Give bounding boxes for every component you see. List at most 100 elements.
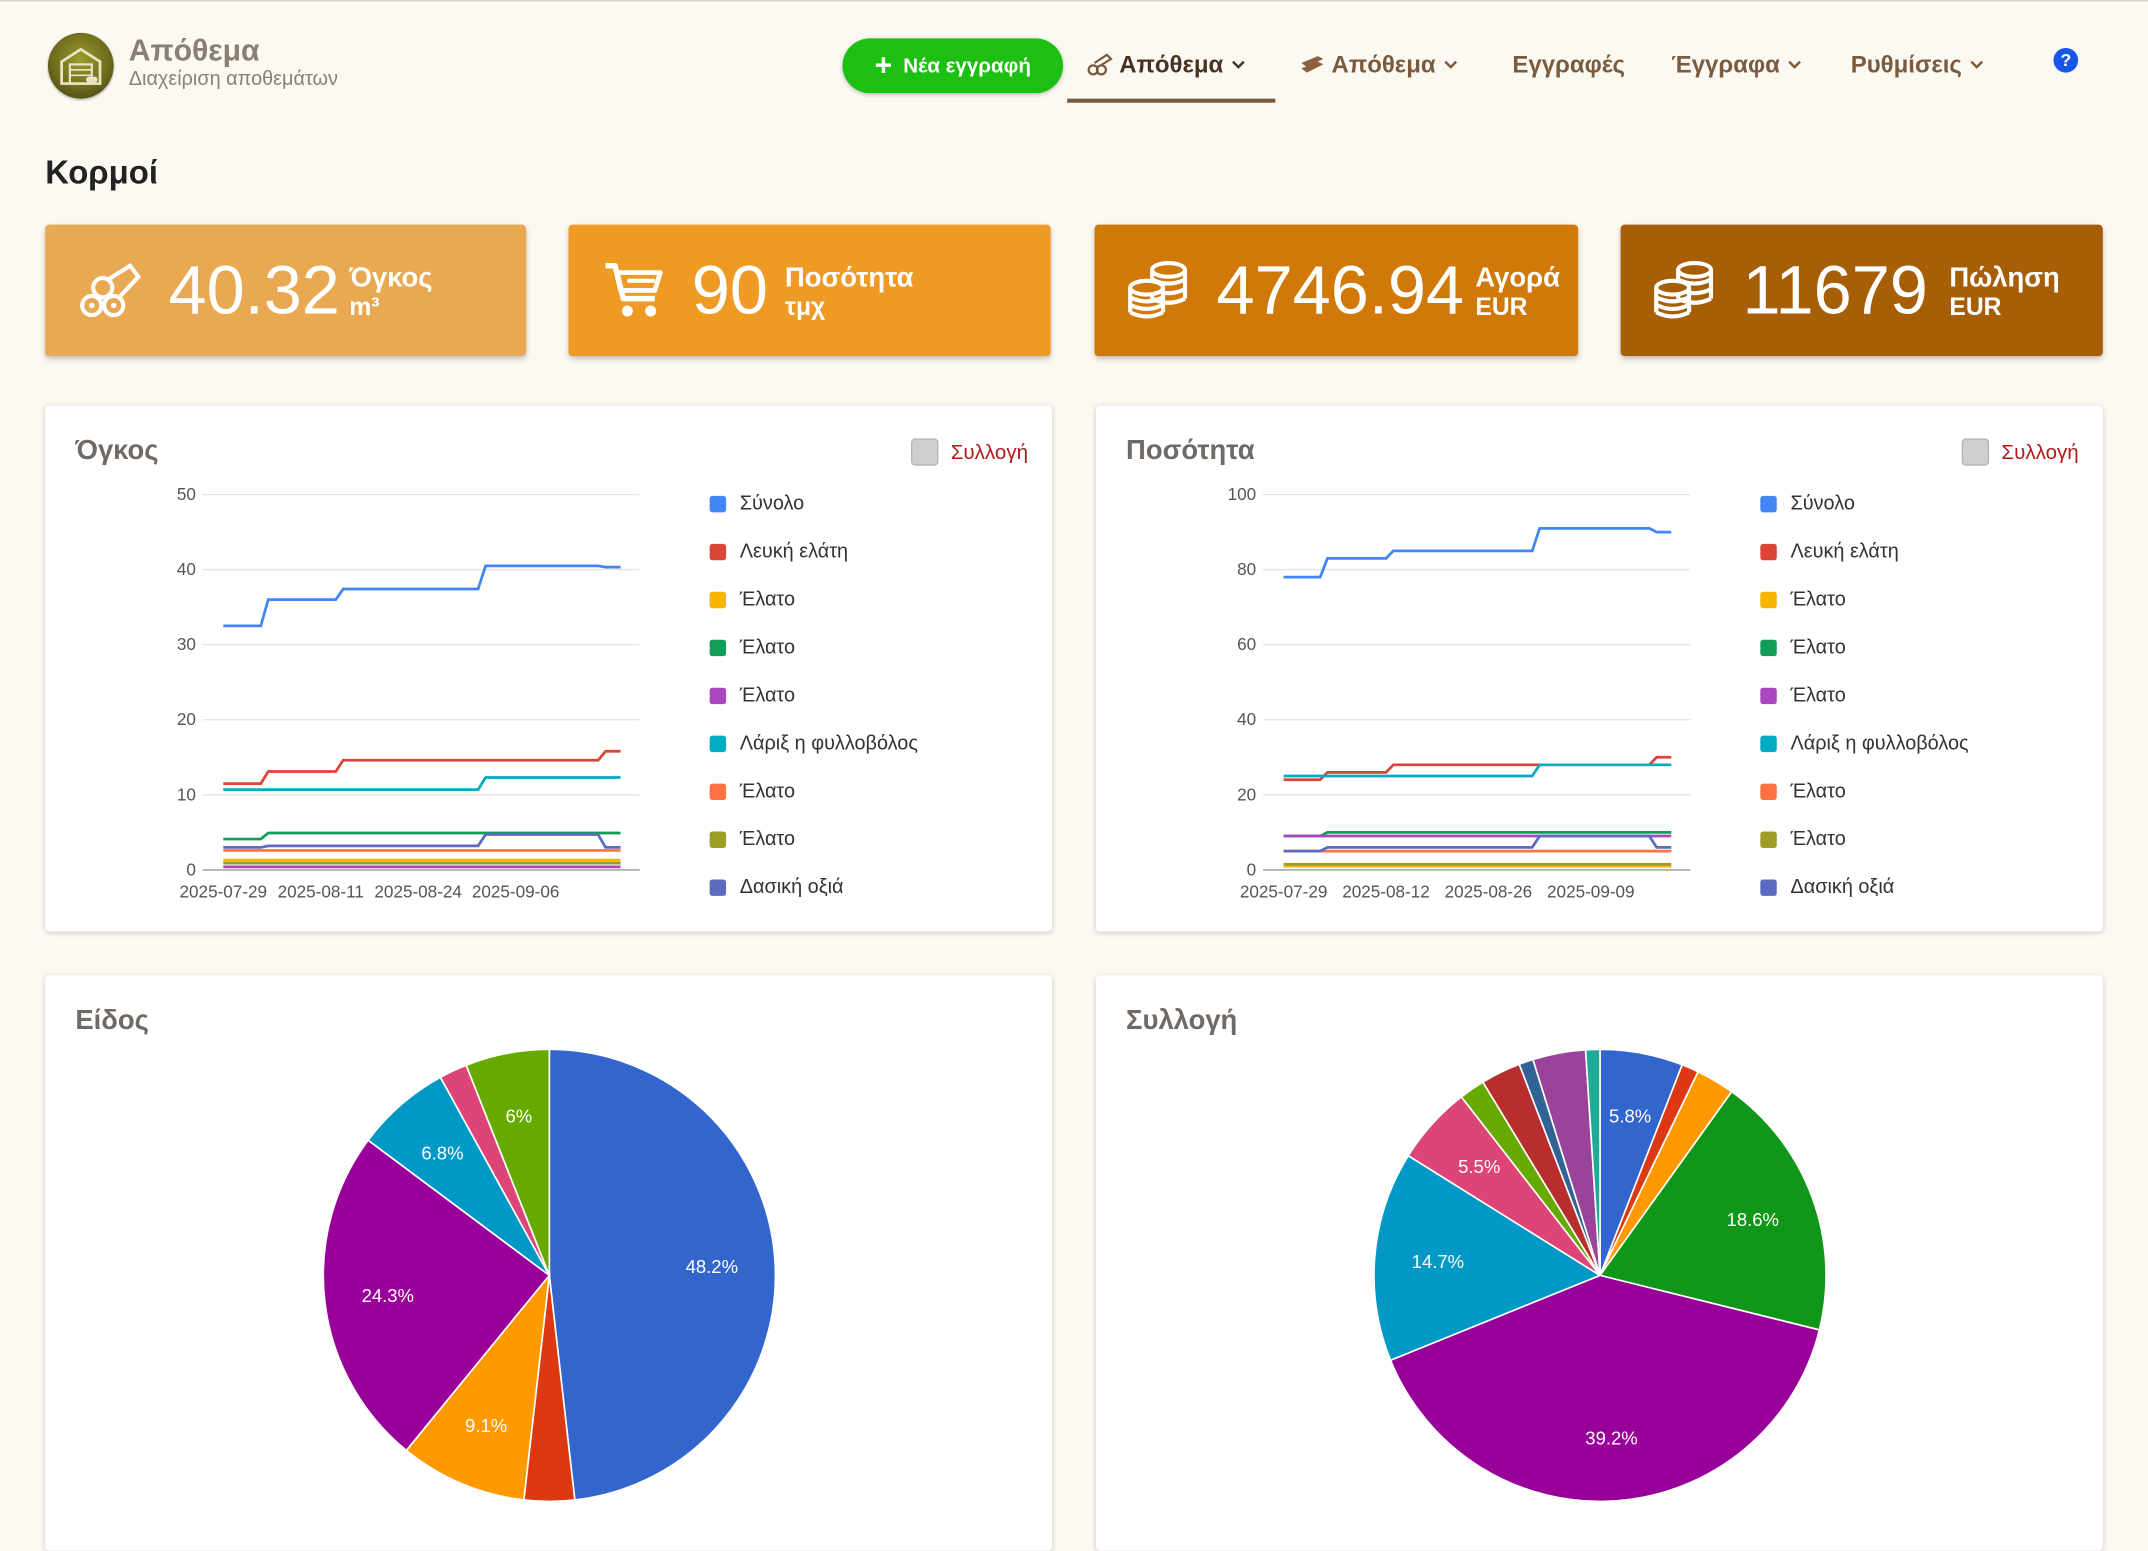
- plus-icon: +: [874, 47, 893, 83]
- species-pie-chart: 48.2% 9.1% 24.3% 6.8% 6%: [322, 1048, 777, 1503]
- pie-slice-label: 18.6%: [1727, 1209, 1779, 1230]
- page-title: Κορμοί: [45, 154, 158, 192]
- volume-stat-card: 40.32 Όγκος m³: [45, 224, 527, 357]
- legend-swatch: [1760, 495, 1777, 513]
- legend-item[interactable]: Σύνολο: [709, 493, 804, 515]
- volume-label: Όγκος: [349, 263, 433, 294]
- legend-item[interactable]: Λευκή ελάτη: [1760, 541, 1899, 564]
- legend-item[interactable]: Έλατο: [709, 637, 795, 659]
- pie-slice[interactable]: [322, 1139, 551, 1452]
- app-logo[interactable]: [47, 32, 114, 99]
- legend-item[interactable]: Έλατο: [709, 780, 796, 803]
- pie-slice-label: 39.2%: [1585, 1428, 1637, 1449]
- collection-checkbox[interactable]: [1961, 438, 1990, 466]
- collection-toggle[interactable]: Συλλογή: [1961, 438, 2079, 466]
- chart-title: Όγκος: [75, 435, 159, 466]
- legend-swatch: [709, 879, 727, 896]
- legend-swatch: [1760, 783, 1777, 801]
- nav-active-indicator: [1067, 98, 1276, 103]
- legend-item[interactable]: Έλατο: [1760, 589, 1846, 611]
- y-tick-label: 60: [1237, 635, 1256, 654]
- legend-swatch: [1760, 735, 1777, 753]
- legend-label: Έλατο: [739, 780, 796, 803]
- legend-label: Έλατο: [739, 589, 796, 611]
- logs-icon: [80, 263, 142, 318]
- legend-label: Λευκή ελάτη: [739, 541, 849, 564]
- pie-slice[interactable]: [1389, 1274, 1821, 1503]
- coins-icon: [1654, 260, 1714, 319]
- legend-label: Λάριξ η φυλλοβόλος: [1790, 732, 1969, 755]
- species-pie-panel: Είδος 48.2% 9.1% 24.3% 6.8% 6%: [45, 975, 1053, 1551]
- legend-label: Δασική οξιά: [1790, 876, 1895, 899]
- collection-checkbox[interactable]: [910, 438, 939, 466]
- legend-label: Έλατο: [1790, 828, 1846, 851]
- pie-slice[interactable]: [1584, 1048, 1601, 1276]
- purchase-label: Αγορά: [1475, 263, 1560, 294]
- legend-item[interactable]: Λευκή ελάτη: [709, 541, 849, 564]
- pie-slice-label: 48.2%: [686, 1256, 738, 1277]
- purchase-unit: EUR: [1475, 293, 1528, 321]
- nav-stock-lumber[interactable]: Απόθεμα: [1299, 45, 1458, 83]
- legend-item[interactable]: Έλατο: [709, 829, 795, 851]
- legend-swatch: [1760, 591, 1777, 609]
- pie-slice[interactable]: [405, 1272, 551, 1501]
- legend-item[interactable]: Έλατο: [1760, 685, 1846, 707]
- x-tick-label: 2025-07-29: [1240, 882, 1328, 901]
- legend-item[interactable]: Δασική οξιά: [1760, 877, 1894, 899]
- legend-item[interactable]: Σύνολο: [1760, 493, 1855, 515]
- pie-slice-label: 24.3%: [362, 1285, 414, 1306]
- legend-swatch: [709, 543, 727, 561]
- x-tick-label: 2025-08-12: [1342, 882, 1430, 901]
- chevron-down-icon: [1970, 60, 1984, 69]
- legend-item[interactable]: Έλατο: [709, 589, 796, 611]
- purchase-value: 4746.94: [1216, 252, 1465, 329]
- warehouse-icon: [60, 47, 102, 85]
- pie-slice[interactable]: [1373, 1154, 1602, 1362]
- legend-swatch: [709, 495, 727, 513]
- series-line: [1283, 527, 1672, 579]
- legend-item[interactable]: Έλατο: [1760, 637, 1846, 659]
- collection-label: Συλλογή: [2001, 440, 2079, 464]
- collection-label: Συλλογή: [950, 440, 1029, 464]
- pie-slice[interactable]: [465, 1048, 551, 1276]
- quantity-unit: τμχ: [784, 293, 826, 321]
- y-tick-label: 10: [177, 785, 196, 804]
- chevron-down-icon: [1231, 60, 1245, 69]
- volume-value: 40.32: [168, 252, 340, 329]
- legend-item[interactable]: Λάριξ η φυλλοβόλος: [709, 732, 918, 755]
- pie-slice[interactable]: [1598, 1090, 1827, 1331]
- legend-item[interactable]: Λάριξ η φυλλοβόλος: [1760, 732, 1969, 755]
- y-tick-label: 40: [1237, 710, 1256, 729]
- new-entry-button[interactable]: + Νέα εγγραφή: [842, 38, 1064, 94]
- volume-line-chart: 0 10 20 30 40 50 2025-07-29 2025-08-11 2025-08-2…: [177, 485, 640, 901]
- legend-label: Σύνολο: [1790, 493, 1855, 516]
- series-line: [1283, 834, 1672, 853]
- y-tick-label: 30: [177, 635, 196, 654]
- x-tick-label: 2025-09-06: [472, 882, 560, 901]
- legend-swatch: [709, 831, 727, 848]
- legend-label: Λάριξ η φυλλοβόλος: [739, 732, 918, 755]
- legend-swatch: [709, 687, 727, 705]
- collection-toggle[interactable]: Συλλογή: [910, 438, 1029, 466]
- nav-settings[interactable]: Ρυθμίσεις: [1851, 45, 1984, 83]
- pie-slice[interactable]: [548, 1048, 777, 1501]
- new-entry-label: Νέα εγγραφή: [903, 54, 1031, 78]
- legend-item[interactable]: Δασική οξιά: [709, 877, 844, 899]
- sale-unit: EUR: [1949, 293, 2002, 321]
- legend-item[interactable]: Έλατο: [1760, 828, 1846, 851]
- chevron-down-icon: [1444, 60, 1458, 69]
- nav-entries[interactable]: Εγγραφές: [1512, 45, 1625, 83]
- legend-swatch: [1760, 687, 1777, 705]
- nav-documents[interactable]: Έγγραφα: [1671, 45, 1802, 83]
- pie-slice-label: 5.8%: [1609, 1105, 1651, 1126]
- help-icon[interactable]: ?: [2053, 47, 2079, 73]
- legend-item[interactable]: Έλατο: [1760, 781, 1846, 803]
- quantity-line-chart: 0 20 40 60 80 100 2025-07-29 2025-08-12 2025-08-…: [1228, 485, 1691, 901]
- nav-stock-logs[interactable]: Απόθεμα: [1086, 45, 1245, 83]
- legend-item[interactable]: Έλατο: [709, 685, 795, 707]
- series-line: [223, 833, 621, 849]
- chevron-down-icon: [1788, 60, 1802, 69]
- volume-unit: m³: [349, 293, 380, 321]
- quantity-stat-card: 90 Ποσότητα τμχ: [568, 224, 1051, 357]
- legend-label: Λευκή ελάτη: [1790, 541, 1899, 564]
